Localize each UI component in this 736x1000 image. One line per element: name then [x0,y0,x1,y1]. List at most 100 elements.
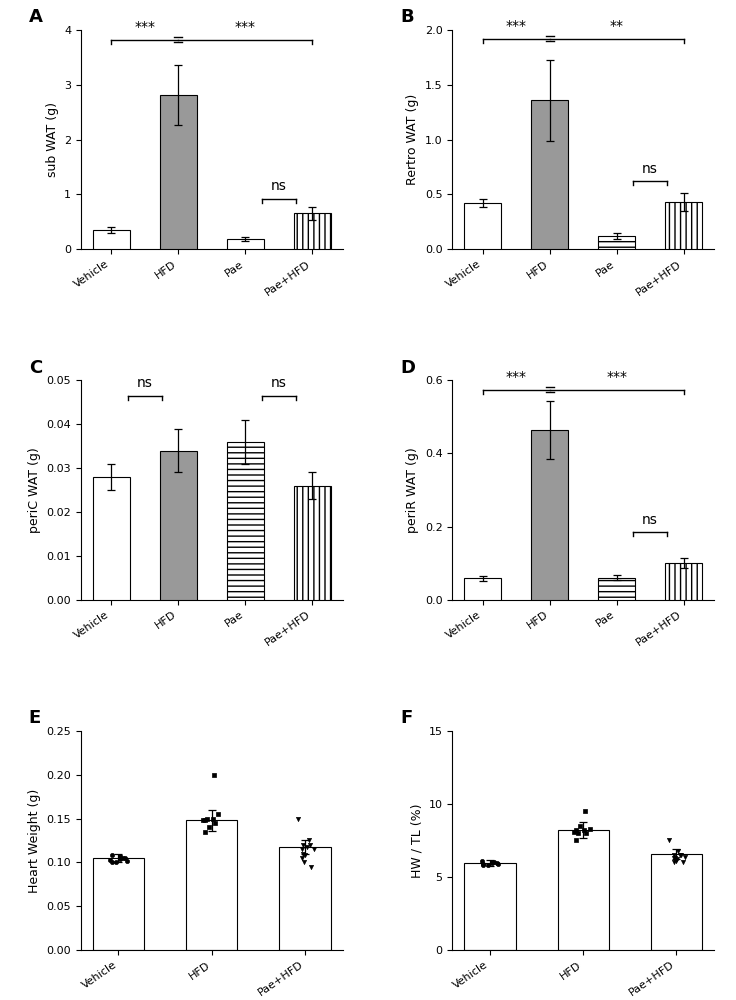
Bar [665,563,702,600]
Y-axis label: Rertro WAT (g): Rertro WAT (g) [406,94,420,185]
Point [202,819,214,835]
Y-axis label: periR WAT (g): periR WAT (g) [406,447,420,533]
Point [486,855,498,871]
Text: ns: ns [643,513,658,527]
Text: ns: ns [271,376,286,390]
Bar [160,95,197,249]
Point [300,847,311,863]
Point [492,856,504,872]
Point [201,811,213,827]
Point [106,847,118,863]
Point [478,856,489,872]
Point [106,854,118,870]
Text: B: B [400,8,414,26]
Point [568,824,580,840]
Point [301,839,313,855]
Point [579,803,591,819]
Bar [93,477,130,600]
Y-axis label: Heart Weight (g): Heart Weight (g) [28,788,41,893]
Bar [651,854,702,950]
Bar [294,486,330,600]
Point [297,846,309,862]
Point [119,850,131,866]
Point [121,853,132,869]
Text: A: A [29,8,43,26]
Point [670,853,682,869]
Text: ***: *** [506,19,527,33]
Bar [464,203,501,249]
Point [486,854,498,870]
Text: C: C [29,359,42,377]
Point [668,850,679,866]
Text: ***: *** [134,20,155,34]
Point [679,849,691,865]
Bar [227,239,263,249]
Text: **: ** [609,19,623,33]
Bar [227,442,263,600]
Point [199,812,210,828]
Point [308,841,319,857]
Bar [294,213,330,249]
Point [305,859,317,875]
Point [668,847,680,863]
Bar [665,202,702,249]
Point [304,837,316,853]
Text: ns: ns [137,376,152,390]
Point [110,854,122,870]
Point [676,854,688,870]
Point [213,806,224,822]
Point [481,857,493,873]
Bar [531,430,568,600]
Point [668,854,679,870]
Point [663,832,675,848]
Point [298,854,310,870]
Point [208,767,219,783]
Bar [186,820,238,950]
Point [670,851,682,867]
Bar [464,863,515,950]
Text: ***: *** [506,370,527,384]
Point [303,832,315,848]
Point [291,811,303,827]
Point [673,843,684,859]
Point [669,850,681,866]
Point [197,812,209,828]
Y-axis label: HW / TL (%): HW / TL (%) [410,803,423,878]
Bar [93,230,130,249]
Y-axis label: sub WAT (g): sub WAT (g) [46,102,59,177]
Point [674,847,686,863]
Point [574,818,586,834]
Point [297,837,309,853]
Text: ***: *** [235,20,255,34]
Point [573,825,584,841]
Point [297,841,308,857]
Bar [598,578,635,600]
Point [478,857,489,873]
Point [584,821,595,837]
Text: ***: *** [606,370,627,384]
Point [114,851,126,867]
Text: D: D [400,359,415,377]
Text: E: E [29,709,41,727]
Point [117,850,129,866]
Point [570,832,582,848]
Point [199,824,210,840]
Point [489,854,500,870]
Point [581,825,592,841]
Bar [93,858,144,950]
Bar [531,100,568,249]
Bar [280,847,330,950]
Point [297,850,308,866]
Point [491,855,503,871]
Bar [557,830,609,950]
Point [105,852,116,868]
Bar [598,236,635,249]
Point [207,811,219,827]
Point [570,822,582,838]
Text: ns: ns [643,162,658,176]
Bar [160,451,197,600]
Y-axis label: periC WAT (g): periC WAT (g) [28,447,41,533]
Text: F: F [400,709,412,727]
Point [578,822,590,838]
Text: ns: ns [271,179,286,193]
